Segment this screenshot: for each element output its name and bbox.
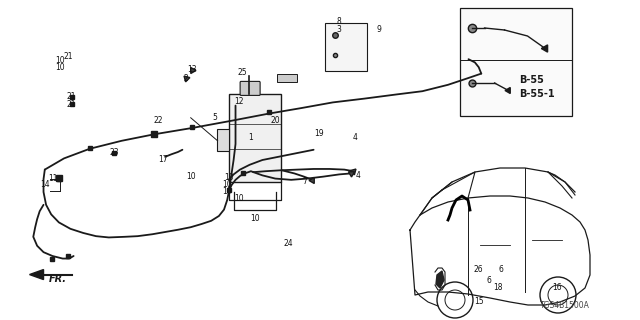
Text: 21: 21 [67, 92, 76, 101]
Text: 21: 21 [67, 100, 76, 108]
FancyBboxPatch shape [240, 81, 260, 95]
Text: 26: 26 [474, 265, 484, 274]
Text: 20: 20 [270, 116, 280, 125]
Text: 5: 5 [212, 113, 217, 122]
Bar [460, 8, 572, 116]
Text: 17: 17 [157, 155, 168, 164]
Text: 10: 10 [234, 194, 244, 203]
Text: FR.: FR. [49, 274, 67, 284]
Bar [150, 132, 157, 137]
Text: 24: 24 [283, 239, 293, 248]
Text: B-55-1: B-55-1 [520, 89, 555, 99]
Text: 21: 21 [64, 52, 73, 60]
Text: 10: 10 [54, 56, 65, 65]
Text: 6: 6 [499, 265, 504, 274]
Bar [217, 129, 229, 151]
Bar [56, 175, 62, 181]
Text: B-55: B-55 [520, 75, 545, 85]
Text: 15: 15 [474, 297, 484, 306]
Text: 23: 23 [109, 148, 119, 157]
Polygon shape [436, 271, 444, 288]
Text: 18: 18 [493, 284, 502, 292]
Bar [276, 75, 297, 83]
Text: 7: 7 [302, 177, 307, 186]
Text: 10: 10 [224, 173, 234, 182]
Text: 14: 14 [40, 180, 50, 189]
Text: 16: 16 [552, 284, 562, 292]
Text: 10: 10 [222, 187, 232, 196]
Text: 4: 4 [353, 133, 358, 142]
Text: 25: 25 [237, 68, 247, 76]
Text: 9: 9 [376, 25, 381, 34]
Text: TGS4B1500A: TGS4B1500A [540, 301, 590, 310]
Text: 22: 22 [154, 116, 163, 125]
Text: 1: 1 [248, 133, 253, 142]
Text: 10: 10 [221, 180, 232, 189]
Text: 4: 4 [356, 171, 361, 180]
Text: 2: 2 [183, 74, 188, 83]
Polygon shape [29, 269, 44, 280]
Bar [325, 23, 367, 71]
Text: 19: 19 [314, 129, 324, 138]
Text: 10: 10 [186, 172, 196, 181]
Bar [229, 94, 281, 182]
Text: 3: 3 [337, 25, 342, 34]
Text: 10: 10 [250, 214, 260, 223]
Text: 10: 10 [54, 63, 65, 72]
Text: 6: 6 [486, 276, 492, 285]
Text: 8: 8 [337, 17, 342, 26]
Text: 11: 11 [48, 174, 57, 183]
Text: 12: 12 [235, 97, 244, 106]
Text: 13: 13 [187, 65, 197, 74]
